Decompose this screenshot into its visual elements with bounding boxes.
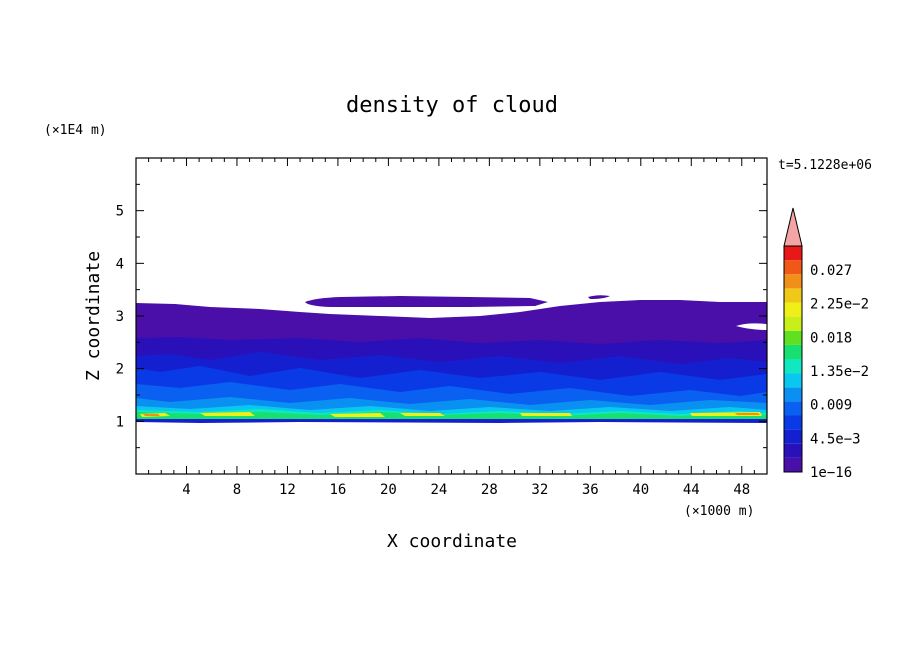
x-axis-label: X coordinate (387, 531, 517, 552)
contour-field (136, 295, 767, 423)
colorbar-segment (784, 344, 802, 359)
x-tick-label: 8 (233, 482, 241, 498)
y-tick-label: 4 (116, 256, 124, 272)
y-tick-label: 2 (116, 362, 124, 378)
colorbar-segment (784, 373, 802, 388)
colorbar-segment (784, 415, 802, 430)
colorbar-label: 0.027 (810, 263, 852, 279)
colorbar: 0.027 2.25e−2 0.018 1.35e−2 0.009 4.5e−3 1e−16 (783, 207, 869, 481)
colorbar-segment (784, 429, 802, 444)
x-tick-label: 44 (683, 482, 700, 498)
x-tick-label: 28 (481, 482, 498, 498)
contour-layer-0.018 (136, 412, 767, 419)
colorbar-label: 4.5e−3 (810, 431, 861, 447)
colorbar-segment (784, 288, 802, 303)
colorbar-label: 1e−16 (810, 465, 852, 481)
y-tick-label: 1 (116, 414, 124, 430)
x-unit-label: (×1000 m) (684, 504, 754, 519)
x-tick-label: 16 (329, 482, 346, 498)
colorbar-segment (784, 274, 802, 289)
y-unit-label: (×1E4 m) (44, 123, 107, 138)
colorbar-segment (784, 387, 802, 402)
x-tick-label: 48 (733, 482, 750, 498)
colorbar-segment (784, 302, 802, 317)
clear-gap-right (736, 323, 767, 330)
x-tick-label: 12 (279, 482, 296, 498)
y-axis-label: Z coordinate (83, 251, 104, 381)
colorbar-segment (784, 316, 802, 331)
colorbar-extend-arrow (783, 207, 803, 247)
colorbar-segment (784, 401, 802, 416)
time-label: t=5.1228e+06 (778, 158, 872, 173)
cloud-base (136, 419, 767, 423)
colorbar-segment (784, 260, 802, 275)
colorbar-segment (784, 359, 802, 374)
colorbar-segment (784, 443, 802, 458)
x-tick-label: 36 (582, 482, 599, 498)
colorbar-segment (784, 457, 802, 472)
x-tick-label: 24 (430, 482, 447, 498)
contour-layer-1e-16-patch2 (588, 295, 610, 299)
colorbar-label: 0.009 (810, 398, 852, 414)
colorbar-segment (784, 330, 802, 345)
x-tick-label: 4 (182, 482, 190, 498)
y-tick-label: 5 (116, 204, 124, 220)
y-tick-label: 3 (116, 309, 124, 325)
colorbar-segment (784, 246, 802, 261)
contour-layer-1e-16-patch (305, 296, 548, 307)
colorbar-label: 0.018 (810, 330, 852, 346)
chart-title: density of cloud (346, 93, 558, 118)
x-tick-label: 20 (380, 482, 397, 498)
x-tick-label: 32 (531, 482, 548, 498)
x-tick-label: 40 (632, 482, 649, 498)
colorbar-label: 1.35e−2 (810, 364, 869, 380)
x-axis: 4 8 12 16 20 24 28 32 36 40 44 48 (148, 158, 755, 498)
colorbar-label: 2.25e−2 (810, 297, 869, 313)
y-axis: 1 2 3 4 5 (116, 183, 767, 449)
clear-gap (330, 306, 548, 316)
